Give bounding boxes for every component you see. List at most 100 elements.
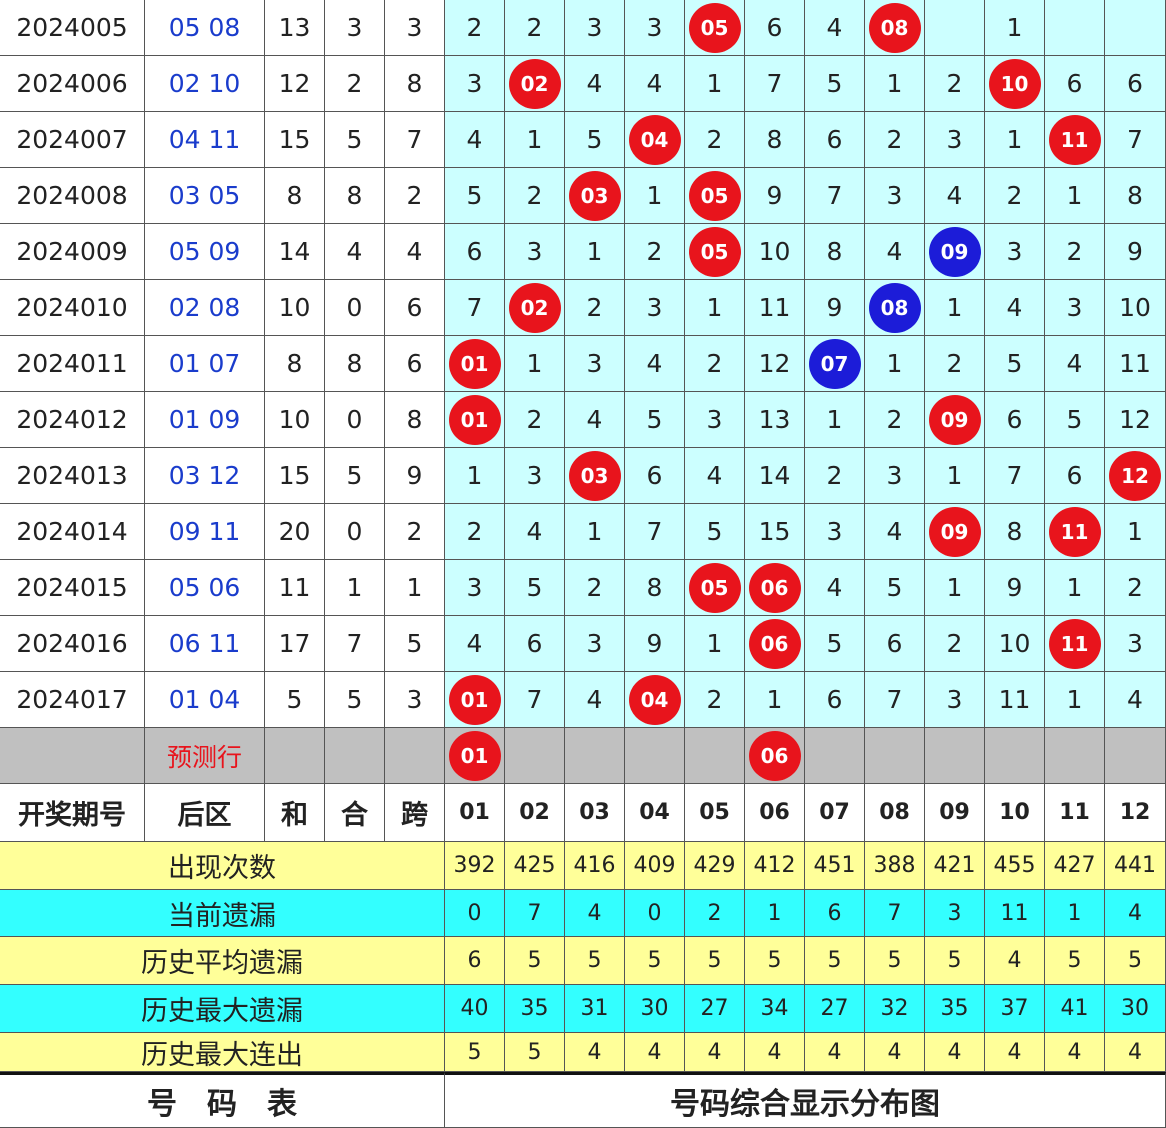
header-cell: 01 xyxy=(445,784,505,842)
odd: 3 xyxy=(325,0,385,56)
sum: 14 xyxy=(265,224,325,280)
stat-label: 历史平均遗漏 xyxy=(0,937,445,985)
stat-value: 4 xyxy=(565,890,625,937)
grid-cell: 5 xyxy=(985,336,1045,392)
grid-cell: 9 xyxy=(1105,224,1166,280)
stat-value: 0 xyxy=(445,890,505,937)
grid-cell: 8 xyxy=(805,224,865,280)
ball: 05 xyxy=(688,170,741,221)
stat-value: 37 xyxy=(985,985,1045,1033)
grid-cell: 2 xyxy=(685,672,745,728)
grid-cell: 2 xyxy=(565,280,625,336)
sum: 11 xyxy=(265,560,325,616)
grid-cell: 1 xyxy=(565,504,625,560)
grid-cell: 6 xyxy=(805,672,865,728)
grid-cell: 1 xyxy=(925,560,985,616)
grid-cell: 4 xyxy=(445,112,505,168)
blank xyxy=(325,728,385,784)
stat-value: 5 xyxy=(625,937,685,985)
stat-value: 6 xyxy=(805,890,865,937)
grid-cell: 12 xyxy=(1105,448,1166,504)
stat-value: 429 xyxy=(685,842,745,890)
grid-cell: 1 xyxy=(505,112,565,168)
stat-value: 1 xyxy=(1045,890,1105,937)
grid-cell: 4 xyxy=(985,280,1045,336)
grid-cell: 3 xyxy=(1045,280,1105,336)
stat-value: 392 xyxy=(445,842,505,890)
grid-cell: 5 xyxy=(685,504,745,560)
grid-cell: 15 xyxy=(745,504,805,560)
ball: 01 xyxy=(448,730,501,781)
header-cell: 开奖期号 xyxy=(0,784,145,842)
stat-value: 5 xyxy=(925,937,985,985)
grid-cell xyxy=(1105,0,1166,56)
grid-cell: 10 xyxy=(985,616,1045,672)
stat-value: 31 xyxy=(565,985,625,1033)
grid-cell: 9 xyxy=(985,560,1045,616)
grid-cell: 3 xyxy=(625,0,685,56)
grid-cell: 3 xyxy=(1105,616,1166,672)
stat-value: 441 xyxy=(1105,842,1166,890)
span: 1 xyxy=(385,560,445,616)
grid-cell: 7 xyxy=(445,280,505,336)
header-cell: 02 xyxy=(505,784,565,842)
header-cell: 09 xyxy=(925,784,985,842)
grid-cell: 11 xyxy=(1105,336,1166,392)
stat-value: 4 xyxy=(925,1033,985,1072)
header-cell: 11 xyxy=(1045,784,1105,842)
span: 6 xyxy=(385,336,445,392)
grid-cell: 2 xyxy=(865,112,925,168)
grid-cell: 1 xyxy=(865,56,925,112)
grid-cell: 04 xyxy=(625,112,685,168)
ball: 11 xyxy=(1048,114,1101,165)
grid-cell xyxy=(865,728,925,784)
blank xyxy=(385,728,445,784)
back-zone: 04 11 xyxy=(145,112,265,168)
stat-value: 4 xyxy=(1105,890,1166,937)
stat-value: 425 xyxy=(505,842,565,890)
period: 2024016 xyxy=(0,616,145,672)
stat-value: 4 xyxy=(985,1033,1045,1072)
grid-cell: 02 xyxy=(505,280,565,336)
header-cell: 07 xyxy=(805,784,865,842)
header-cell: 04 xyxy=(625,784,685,842)
back-zone: 02 10 xyxy=(145,56,265,112)
ball: 06 xyxy=(748,618,801,669)
header-cell: 03 xyxy=(565,784,625,842)
grid-cell: 01 xyxy=(445,672,505,728)
grid-cell: 5 xyxy=(445,168,505,224)
back-zone: 05 08 xyxy=(145,0,265,56)
grid-cell: 06 xyxy=(745,728,805,784)
grid-cell: 5 xyxy=(1045,392,1105,448)
stat-value: 5 xyxy=(445,1033,505,1072)
span: 2 xyxy=(385,168,445,224)
grid-cell: 3 xyxy=(985,224,1045,280)
stat-value: 6 xyxy=(445,937,505,985)
stat-label: 历史最大连出 xyxy=(0,1033,445,1072)
sum: 10 xyxy=(265,392,325,448)
grid-cell: 05 xyxy=(685,168,745,224)
grid-cell xyxy=(925,0,985,56)
grid-cell: 6 xyxy=(1105,56,1166,112)
header-cell: 跨 xyxy=(385,784,445,842)
period: 2024008 xyxy=(0,168,145,224)
span: 3 xyxy=(385,672,445,728)
stat-value: 0 xyxy=(625,890,685,937)
back-zone: 01 07 xyxy=(145,336,265,392)
grid-cell: 7 xyxy=(625,504,685,560)
sum: 10 xyxy=(265,280,325,336)
stat-value: 35 xyxy=(925,985,985,1033)
grid-cell: 10 xyxy=(1105,280,1166,336)
stat-label: 当前遗漏 xyxy=(0,890,445,937)
grid-cell: 2 xyxy=(925,56,985,112)
grid-cell: 06 xyxy=(745,560,805,616)
stat-value: 32 xyxy=(865,985,925,1033)
ball: 05 xyxy=(688,2,741,53)
sum: 15 xyxy=(265,112,325,168)
grid-cell: 11 xyxy=(1045,112,1105,168)
grid-cell: 2 xyxy=(685,336,745,392)
stat-value: 27 xyxy=(805,985,865,1033)
stat-value: 7 xyxy=(505,890,565,937)
stat-value: 412 xyxy=(745,842,805,890)
